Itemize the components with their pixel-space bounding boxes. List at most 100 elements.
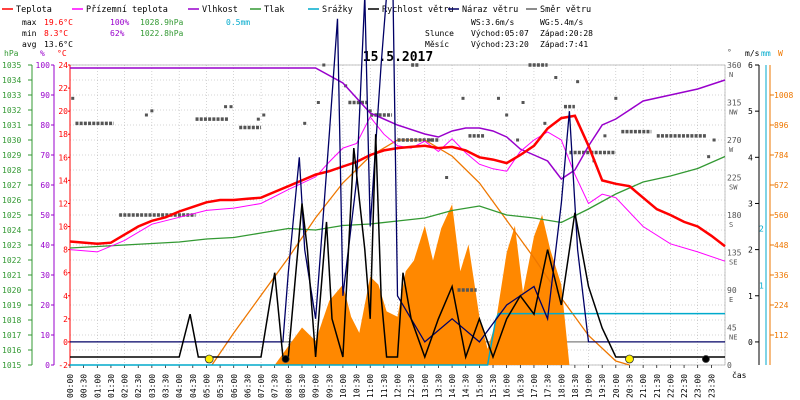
solar-tick-label: 224 (774, 301, 789, 310)
chart-title: 15.5.2017 (363, 50, 433, 65)
rain-unit: mm (761, 49, 771, 58)
wind-direction-point (256, 117, 260, 121)
x-tick-label: 08:30 (298, 374, 307, 398)
humidity-unit: % (40, 49, 45, 58)
hpa-tick-label: 1019 (2, 301, 21, 310)
solar-tick-label: 784 (774, 151, 789, 160)
x-tick-label: 18:00 (557, 374, 566, 398)
x-tick-label: 20:00 (612, 374, 621, 398)
x-tick-label: 15:30 (489, 374, 498, 398)
wind-direction-point (368, 109, 372, 113)
x-tick-label: 02:30 (134, 374, 143, 398)
temp-tick-label: 20 (58, 107, 68, 116)
x-tick-label: 16:00 (503, 374, 512, 398)
stats-humidity: 62% (110, 29, 125, 38)
humidity-tick-label: 50 (40, 211, 50, 220)
humidity-tick-label: 0 (45, 361, 50, 370)
temp-tick-label: 2 (63, 315, 68, 324)
x-tick-label: 18:30 (571, 374, 580, 398)
humidity-tick-label: 60 (40, 181, 50, 190)
hpa-tick-label: 1020 (2, 286, 21, 295)
x-tick-label: 07:30 (271, 374, 280, 398)
x-tick-label: 11:00 (366, 374, 375, 398)
x-tick-label: 17:30 (544, 374, 553, 398)
solar-tick-label: 896 (774, 121, 789, 130)
x-tick-label: 17:00 (530, 374, 539, 398)
wind-dir-name: NE (729, 334, 737, 342)
x-tick-label: 14:00 (448, 374, 457, 398)
wind-speed-tick-label: 1 (748, 292, 753, 301)
rain-tick-label: 1 (759, 281, 764, 290)
x-tick-label: 01:30 (107, 374, 116, 398)
x-axis-label: čas (732, 370, 747, 380)
solar-tick-label: 672 (774, 181, 789, 190)
sunrise-info: Východ:05:07 (471, 29, 529, 38)
wind-direction-point (445, 176, 449, 179)
stats-temp: 13.6°C (44, 40, 73, 49)
wind-direction-point (144, 113, 148, 117)
stats-pressure: 1022.8hPa (140, 29, 184, 38)
x-tick-label: 21:00 (639, 374, 648, 398)
x-tick-label: 01:00 (93, 374, 102, 398)
temp-tick-label: 8 (63, 246, 68, 255)
x-tick-label: 19:00 (585, 374, 594, 398)
x-tick-label: 14:30 (462, 374, 471, 398)
wind-direction-point (707, 155, 711, 159)
wind-speed-tick-label: 4 (748, 153, 753, 162)
legend-label: Teplota (16, 5, 52, 15)
temp-tick-label: 24 (58, 61, 68, 70)
wind-dir-tick-label: 360 (727, 61, 742, 70)
solar-unit: W (778, 49, 783, 58)
x-tick-label: 00:00 (66, 374, 75, 398)
wind-speed-tick-label: 0 (748, 338, 753, 347)
x-tick-label: 00:30 (80, 374, 89, 398)
hpa-tick-label: 1027 (2, 181, 21, 190)
temperature-line (69, 114, 726, 248)
stats-humidity: 100% (110, 18, 129, 27)
temp-tick-label: 16 (58, 153, 68, 162)
moon-label: Měsíc (425, 40, 449, 49)
wind-dir-tick-label: 270 (727, 136, 742, 145)
x-tick-label: 15:00 (475, 374, 484, 398)
stats-label: avg (22, 40, 37, 49)
wind-dir-name: SW (729, 184, 738, 192)
x-tick-label: 16:30 (516, 374, 525, 398)
wind-direction-point (505, 113, 509, 117)
hpa-tick-label: 1021 (2, 271, 21, 280)
wind-direction-point (262, 113, 266, 117)
wind-direction-point (496, 96, 500, 100)
axes: 1035103410331032103110301029102810271026… (2, 48, 793, 398)
wind-dir-name: W (729, 146, 734, 154)
wind-dir-tick-label: 315 (727, 99, 742, 108)
wind-speed-line (70, 134, 725, 360)
hpa-tick-label: 1018 (2, 316, 21, 325)
sunset-marker (625, 354, 634, 364)
legend-label: Tlak (264, 5, 284, 15)
temp-tick-label: -2 (58, 361, 68, 370)
hpa-tick-label: 1022 (2, 256, 21, 265)
solar-tick-label: 560 (774, 211, 789, 220)
wind-dir-tick-label: 180 (727, 211, 742, 220)
wind-dir-tick-label: 135 (727, 249, 742, 258)
wind-direction-point (521, 101, 525, 104)
wind-dir-name: N (729, 71, 733, 79)
stats-temp: 19.6°C (44, 18, 73, 27)
x-tick-label: 09:30 (325, 374, 334, 398)
x-tick-label: 12:00 (394, 374, 403, 398)
x-tick-label: 13:00 (421, 374, 430, 398)
wind-direction-point (316, 101, 320, 104)
wind-speed-info: WS:3.6m/s (471, 18, 515, 27)
wind-direction-point (71, 96, 75, 100)
x-tick-label: 02:00 (121, 374, 130, 398)
hpa-tick-label: 1024 (2, 226, 21, 235)
wind-direction-point (543, 121, 547, 125)
hpa-tick-label: 1035 (2, 61, 21, 70)
wind-speed-tick-label: 3 (748, 199, 753, 208)
wind-speed-tick-label: 5 (748, 107, 753, 116)
wind-dir-name: SE (729, 259, 737, 267)
temp-tick-label: 14 (58, 176, 68, 185)
sunrise-marker (204, 354, 214, 364)
wind-direction-point (224, 105, 228, 109)
stats-temp: 8.3°C (44, 29, 68, 38)
